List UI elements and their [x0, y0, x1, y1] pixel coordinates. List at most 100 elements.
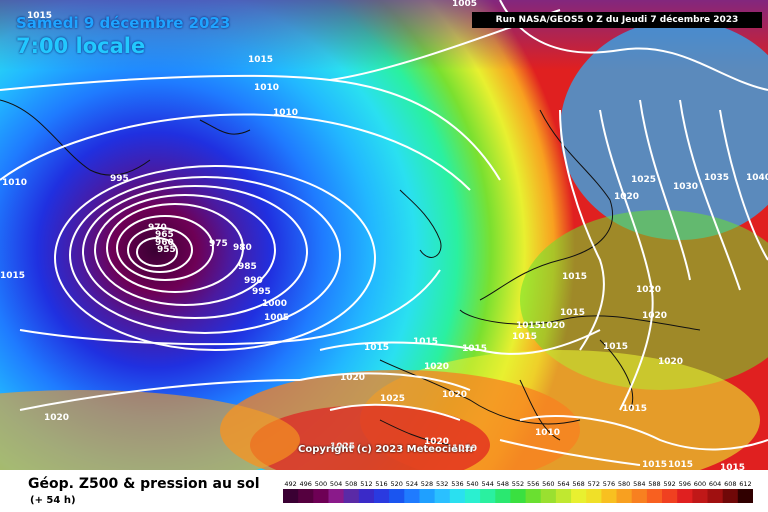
scale-swatch — [555, 489, 572, 503]
isobar-label: 1015 — [0, 271, 25, 281]
isobar-label: 1020 — [44, 413, 69, 423]
isobar-label: 1020 — [636, 285, 661, 295]
scale-tick-label: 500 — [315, 480, 327, 488]
scale-swatch — [601, 489, 617, 503]
copyright-notice: Copyright (c) 2023 Meteociel.fr — [298, 444, 475, 455]
scale-swatch — [616, 489, 633, 503]
scale-tick-label: 532 — [436, 480, 448, 488]
color-scale: 492 496 500 504 508 512 516 520 524 528 532 536 540 5… — [283, 480, 753, 503]
scale-tick-label: 528 — [421, 480, 433, 488]
scale-swatch — [631, 489, 648, 503]
isobar-label: 960 — [155, 238, 174, 248]
forecast-time: 7:00 locale — [16, 34, 146, 58]
scale-tick-label: 564 — [557, 480, 569, 488]
isobar-label: 985 — [238, 262, 257, 272]
isobar-label: 1015 — [413, 337, 438, 347]
forecast-map: 1015 1005 1015 1010 1010 995 970 965 960… — [0, 0, 768, 470]
scale-tick-label: 508 — [345, 480, 357, 488]
isobar-label: 1015 — [562, 272, 587, 282]
isobar-label: 1015 — [560, 308, 585, 318]
isobar-label: 1015 — [720, 463, 745, 470]
scale-tick-label: 560 — [542, 480, 554, 488]
scale-swatch — [722, 489, 739, 503]
scale-swatch — [313, 489, 329, 503]
scale-tick-label: 496 — [299, 480, 311, 488]
scale-swatch — [389, 489, 405, 503]
isobar-label: 1000 — [262, 299, 287, 309]
scale-tick-label: 572 — [588, 480, 600, 488]
isobar-label: 1015 — [512, 332, 537, 342]
scale-tick-label: 580 — [618, 480, 630, 488]
scale-swatch — [586, 489, 602, 503]
scale-swatch — [298, 489, 314, 503]
isobar-label: 1020 — [424, 362, 449, 372]
isobar-label: 1020 — [642, 311, 667, 321]
scale-tick-label: 552 — [512, 480, 524, 488]
red-ridge — [250, 405, 490, 470]
scale-tick-label: 504 — [330, 480, 342, 488]
isobar-label: 1015 — [603, 342, 628, 352]
scale-swatch — [404, 489, 420, 503]
scale-swatch — [449, 489, 466, 503]
scale-tick-label: 576 — [603, 480, 615, 488]
scale-swatch — [358, 489, 375, 503]
scale-swatch — [646, 489, 663, 503]
isobar-label: 975 — [209, 239, 228, 249]
blue-trough-east — [560, 20, 768, 240]
isobar-label: 970 — [148, 223, 167, 233]
scale-tick-label: 588 — [648, 480, 660, 488]
scale-swatch — [419, 489, 436, 503]
scale-tick-label: 516 — [375, 480, 387, 488]
isobar-label: 1015 — [364, 343, 389, 353]
scale-tick-label: 556 — [527, 480, 539, 488]
scale-swatch — [374, 489, 390, 503]
isobar-label: 1015 — [516, 321, 541, 331]
isobar-label: 1020 — [614, 192, 639, 202]
isobar-label: 955 — [157, 245, 176, 255]
scale-tick-label: 512 — [360, 480, 372, 488]
isobar-label: 1015 — [27, 11, 52, 21]
isobar-label: 1020 — [424, 437, 449, 447]
scale-swatch — [525, 489, 542, 503]
isobar-label: 1040 — [746, 173, 768, 183]
scale-tick-label: 536 — [451, 480, 463, 488]
isobar-label: 965 — [155, 230, 174, 240]
isobar-label: 1010 — [273, 108, 298, 118]
legend-title: Géop. Z500 & pression au sol — [28, 476, 260, 492]
isobar-label: 1010 — [254, 83, 279, 93]
scale-swatch — [510, 489, 526, 503]
scale-swatch — [737, 489, 753, 503]
isobar-label: 1005 — [264, 313, 289, 323]
isobar-label: 1015 — [642, 460, 667, 470]
scale-swatch — [662, 489, 678, 503]
isobar-label: 1025 — [631, 175, 656, 185]
scale-tick-label: 608 — [724, 480, 736, 488]
scale-swatch — [343, 489, 360, 503]
isobar-label: 1015 — [462, 344, 487, 354]
isobar-label: 995 — [110, 174, 129, 184]
scale-swatch — [571, 489, 587, 503]
isobar-lines — [0, 0, 768, 465]
isobar-label: 1020 — [340, 373, 365, 383]
model-run-label: Run NASA/GEOS5 0 Z du Jeudi 7 décembre 2… — [472, 12, 762, 28]
isobar-label: 1035 — [704, 173, 729, 183]
scale-tick-label: 612 — [739, 480, 751, 488]
legend-subtitle: (+ 54 h) — [30, 495, 76, 506]
scale-swatch — [692, 489, 708, 503]
isobar-label: 1005 — [452, 0, 477, 9]
isobar-label: 995 — [252, 287, 271, 297]
scale-swatch — [677, 489, 693, 503]
scale-tick-label: 596 — [679, 480, 691, 488]
scale-tick-label: 544 — [481, 480, 493, 488]
scale-tick-label: 568 — [572, 480, 584, 488]
scale-tick-label: 592 — [663, 480, 675, 488]
isobar-label: 1020 — [442, 390, 467, 400]
scale-swatch — [283, 489, 299, 503]
scale-swatch — [328, 489, 345, 503]
scale-swatch — [540, 489, 557, 503]
legend-panel: Géop. Z500 & pression au sol (+ 54 h) 49… — [0, 470, 768, 512]
scale-tick-label: 492 — [284, 480, 296, 488]
orange-atlantic — [0, 390, 300, 470]
scale-tick-label: 540 — [466, 480, 478, 488]
